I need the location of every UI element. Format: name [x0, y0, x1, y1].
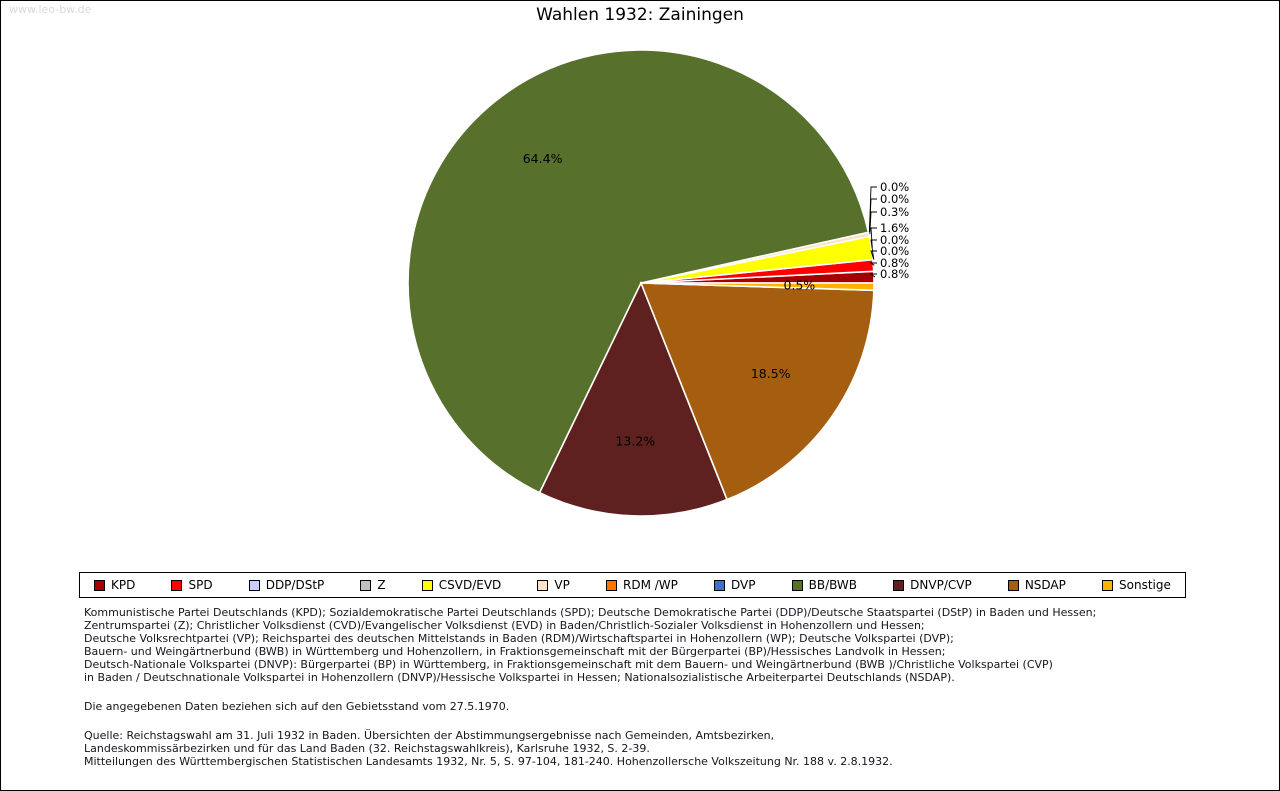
leader-line-rdm-wp [868, 198, 877, 233]
legend: KPD SPD DDP/DStP Z CSVD/EVD VP RDM /WP DVP BB/BW… [79, 572, 1186, 598]
legend-item-kpd: KPD [94, 578, 135, 592]
legend-label-sonstige: Sonstige [1119, 578, 1171, 592]
legend-swatch-bb-bwb [791, 579, 803, 591]
pie-value-label-csvd-evd: 1.6% [880, 221, 909, 235]
pie-value-label-bb-bwb: 64.4% [523, 151, 563, 166]
legend-label-dvp: DVP [731, 578, 756, 592]
legend-swatch-rdm-wp [605, 579, 617, 591]
territorial-note: Die angegebenen Daten beziehen sich auf … [84, 700, 510, 713]
legend-item-dvp: DVP [714, 578, 755, 592]
note-line: Landeskommissärbezirken und für das Land… [84, 742, 650, 755]
legend-label-vp: VP [554, 578, 570, 592]
leader-line-ddp-dstp [870, 250, 877, 260]
legend-swatch-dnvp-cvp [893, 579, 905, 591]
source-note: Quelle: Reichstagswahl am 31. Juli 1932 … [84, 729, 1249, 768]
pie-value-label-dvp: 0.0% [880, 180, 909, 194]
pie-value-label-vp: 0.3% [880, 205, 909, 219]
leader-line-csvd-evd [870, 227, 877, 248]
legend-item-spd: SPD [171, 578, 213, 592]
legend-label-ddp-dstp: DDP/DStP [265, 578, 325, 592]
pie-slice-sonstige [640, 282, 875, 292]
legend-label-nsdap: NSDAP [1024, 578, 1066, 592]
legend-swatch-kpd [94, 579, 105, 591]
legend-swatch-sonstige [1102, 579, 1114, 591]
legend-swatch-vp [537, 579, 549, 591]
legend-label-csvd-evd: CSVD/EVD [438, 578, 502, 592]
legend-swatch-csvd-evd [421, 579, 433, 591]
pie-value-label-dnvp-cvp: 13.2% [615, 433, 655, 448]
legend-swatch-ddp-dstp [248, 579, 260, 591]
legend-label-kpd: KPD [111, 578, 136, 592]
note-line: Bauern- und Weingärtnerbund (BWB) in Wür… [84, 645, 946, 658]
legend-label-dnvp-cvp: DNVP/CVP [910, 578, 972, 592]
watermark: www.leo-bw.de [9, 3, 92, 16]
note-line: Deutsche Volksrechtpartei (VP); Reichspa… [84, 632, 954, 645]
note-line: Mitteilungen des Württembergischen Stati… [84, 755, 893, 768]
pie-slice-dnvp-cvp [538, 281, 729, 517]
legend-item-csvd-evd: CSVD/EVD [421, 578, 502, 592]
note-line: in Baden / Deutschnationale Volkspartei … [84, 671, 955, 684]
legend-swatch-z [360, 579, 372, 591]
legend-item-rdm-wp: RDM /WP [605, 578, 678, 592]
legend-label-bb-bwb: BB/BWB [808, 578, 858, 592]
legend-swatch-nsdap [1007, 579, 1019, 591]
legend-item-z: Z [360, 578, 386, 592]
note-line: Quelle: Reichstagswahl am 31. Juli 1932 … [84, 729, 775, 742]
legend-label-spd: SPD [188, 578, 213, 592]
leader-line-kpd [869, 273, 877, 278]
legend-swatch-spd [171, 579, 183, 591]
legend-item-bb-bwb: BB/BWB [791, 578, 858, 592]
party-definitions: Kommunistische Partei Deutschlands (KPD)… [84, 606, 1249, 684]
legend-item-ddp-dstp: DDP/DStP [248, 578, 325, 592]
legend-label-rdm-wp: RDM /WP [622, 578, 678, 592]
pie-value-label-ddp-dstp: 0.0% [880, 244, 909, 258]
note-line: Kommunistische Partei Deutschlands (KPD)… [84, 606, 1097, 619]
pie-value-label-kpd: 0.8% [880, 267, 909, 281]
note-line: Deutsch-Nationale Volkspartei (DNVP): Bü… [84, 658, 1053, 671]
note-line: Zentrumspartei (Z); Christlicher Volksdi… [84, 619, 925, 632]
legend-item-sonstige: Sonstige [1102, 578, 1171, 592]
legend-item-dnvp-cvp: DNVP/CVP [893, 578, 972, 592]
pie-value-label-nsdap: 18.5% [751, 366, 791, 381]
pie-value-label-rdm-wp: 0.0% [880, 192, 909, 206]
pie-slice-bb-bwb [407, 49, 870, 494]
legend-item-vp: VP [537, 578, 570, 592]
notes: Kommunistische Partei Deutschlands (KPD)… [84, 606, 1249, 768]
pie-slice-nsdap [639, 282, 875, 501]
page-title: Wahlen 1932: Zainingen [536, 5, 744, 25]
leader-line-spd [869, 262, 877, 266]
legend-item-nsdap: NSDAP [1007, 578, 1066, 592]
pie-value-label-z: 0.0% [880, 233, 909, 247]
leader-line-vp [869, 211, 877, 235]
pie-value-label-spd: 0.8% [880, 256, 909, 270]
leader-line-z [870, 239, 877, 260]
pie-value-label-sonstige: 0.5% [784, 278, 816, 293]
legend-label-z: Z [377, 578, 386, 592]
legend-swatch-dvp [714, 579, 725, 591]
